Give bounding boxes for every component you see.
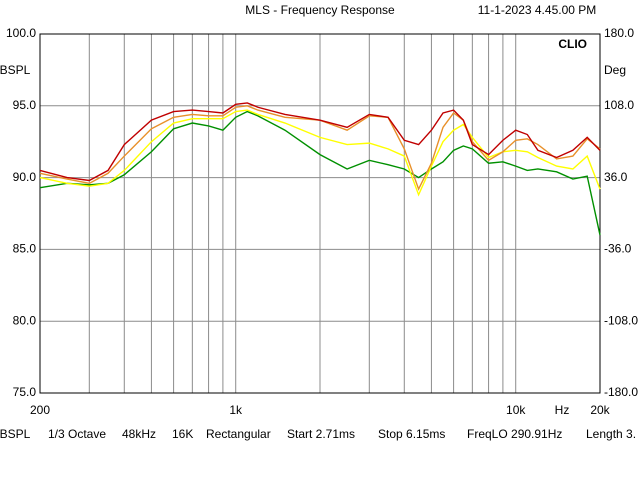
plot-frame [39,33,601,394]
response-curve [39,109,601,197]
status-item: 48kHz [122,427,156,441]
status-item: Stop 6.15ms [378,427,445,441]
status-item: Start 2.71ms [287,427,355,441]
status-item: 16K [172,427,193,441]
timestamp: 11-1-2023 4.45.00 PM [478,3,597,17]
y-axis-label: dBSPL [0,63,31,77]
x-tick-label: 20k [590,403,610,417]
y2-tick-label: -108.0 [604,313,638,327]
y2-tick-label: 36.0 [604,170,628,184]
status-item: Rectangular [206,427,271,441]
status-item: dBSPL [0,427,31,441]
y2-tick-label: -180.0 [604,385,638,399]
brand: CLIO [558,37,587,51]
chart-title: MLS - Frequency Response [245,3,395,17]
x-tick-label: 1k [229,403,243,417]
y-tick-label: 80.0 [13,313,37,327]
response-curve [39,105,601,191]
x-tick-label: 10k [506,403,526,417]
x-axis-label: Hz [555,403,570,417]
y2-axis-label: Deg [604,63,626,77]
y2-tick-label: 180.0 [604,26,634,40]
x-tick-label: 200 [30,403,50,417]
plot-area [39,33,601,394]
y-tick-label: 75.0 [13,385,37,399]
y-tick-label: 95.0 [13,98,37,112]
response-curve [39,110,601,236]
y-tick-label: 85.0 [13,242,37,256]
y-tick-label: 100.0 [6,26,36,40]
status-item: FreqLO 290.91Hz [467,427,562,441]
y-tick-label: 90.0 [13,170,37,184]
status-item: Length 3. [586,427,636,441]
status-item: 1/3 Octave [48,427,106,441]
y2-tick-label: 108.0 [604,98,634,112]
y2-tick-label: -36.0 [604,242,632,256]
response-curve [39,102,601,182]
